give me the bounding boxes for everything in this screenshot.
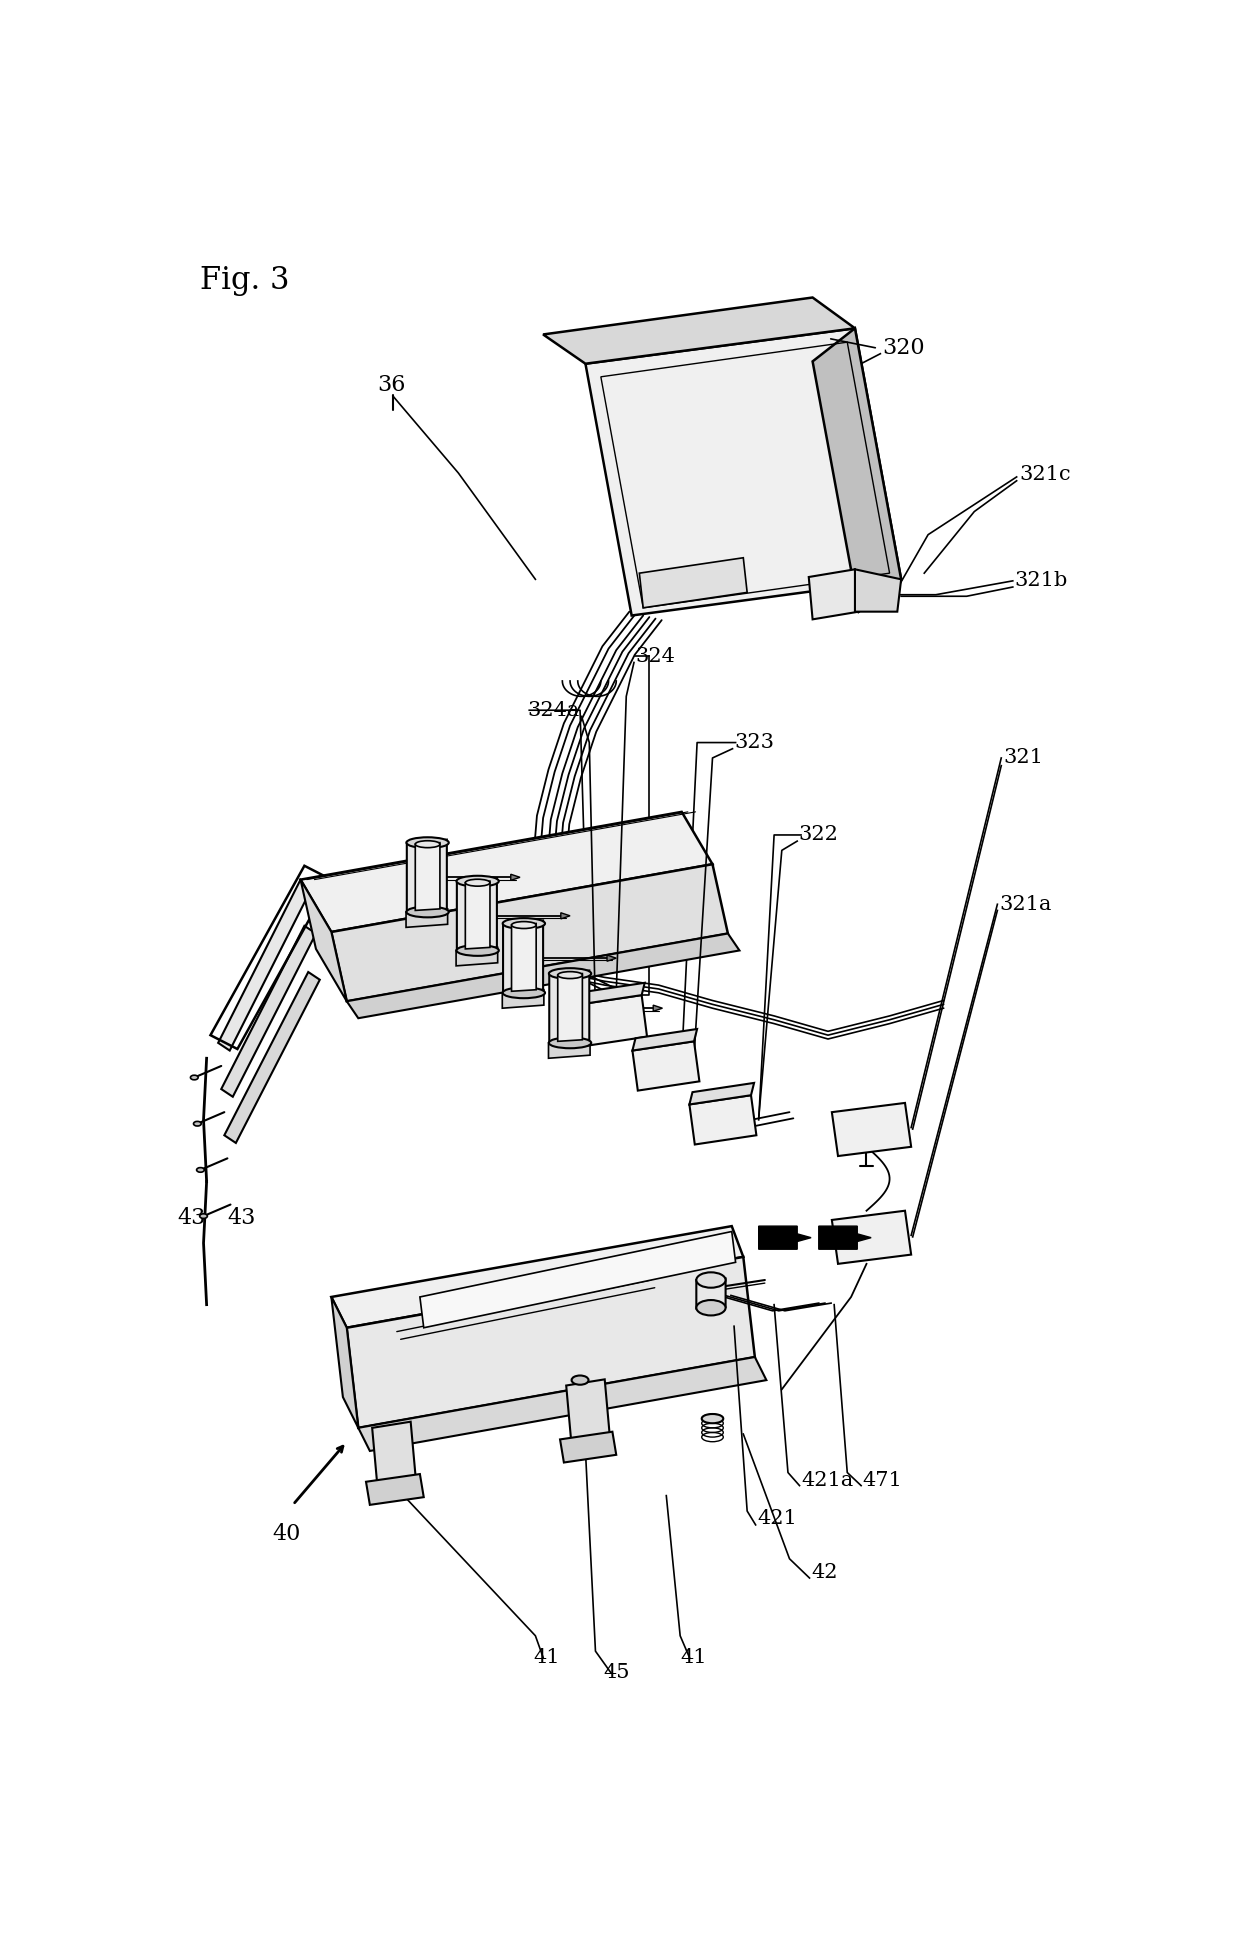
Text: 421a: 421a bbox=[801, 1471, 853, 1490]
Text: 324a: 324a bbox=[528, 701, 580, 721]
Text: 43: 43 bbox=[227, 1207, 255, 1230]
Polygon shape bbox=[689, 1096, 756, 1144]
Polygon shape bbox=[347, 1258, 755, 1428]
Polygon shape bbox=[358, 1357, 766, 1451]
Text: 471: 471 bbox=[863, 1471, 903, 1490]
Text: 41: 41 bbox=[681, 1648, 707, 1666]
Polygon shape bbox=[580, 996, 647, 1047]
Polygon shape bbox=[759, 1226, 811, 1250]
Polygon shape bbox=[549, 971, 589, 1043]
Text: 321c: 321c bbox=[1019, 465, 1070, 484]
Text: 321b: 321b bbox=[1014, 572, 1068, 590]
Polygon shape bbox=[632, 1041, 699, 1090]
Ellipse shape bbox=[697, 1271, 725, 1287]
Text: 324: 324 bbox=[635, 646, 676, 666]
Polygon shape bbox=[854, 570, 901, 611]
Ellipse shape bbox=[512, 922, 536, 928]
Polygon shape bbox=[407, 840, 446, 912]
Text: Fig. 3: Fig. 3 bbox=[201, 266, 290, 297]
Ellipse shape bbox=[502, 988, 546, 998]
Text: 320: 320 bbox=[882, 338, 925, 359]
Polygon shape bbox=[808, 570, 859, 619]
Polygon shape bbox=[818, 1226, 872, 1250]
Polygon shape bbox=[456, 879, 497, 951]
Text: 42: 42 bbox=[811, 1562, 837, 1582]
Polygon shape bbox=[347, 934, 739, 1018]
Ellipse shape bbox=[200, 1215, 207, 1219]
Ellipse shape bbox=[549, 1037, 591, 1049]
Polygon shape bbox=[580, 982, 645, 1004]
Text: 43: 43 bbox=[177, 1207, 206, 1230]
Polygon shape bbox=[502, 990, 544, 1008]
Ellipse shape bbox=[407, 906, 449, 918]
Polygon shape bbox=[812, 328, 901, 611]
Text: 40: 40 bbox=[272, 1523, 300, 1545]
Ellipse shape bbox=[572, 1375, 589, 1385]
Text: 45: 45 bbox=[603, 1664, 630, 1682]
Polygon shape bbox=[224, 973, 320, 1143]
Ellipse shape bbox=[502, 918, 546, 930]
Polygon shape bbox=[366, 1475, 424, 1506]
Polygon shape bbox=[585, 328, 901, 615]
Polygon shape bbox=[548, 1039, 590, 1059]
Text: 36: 36 bbox=[377, 373, 405, 396]
Ellipse shape bbox=[456, 875, 498, 887]
Polygon shape bbox=[331, 1226, 743, 1328]
Polygon shape bbox=[608, 955, 616, 961]
Ellipse shape bbox=[697, 1301, 725, 1316]
Polygon shape bbox=[832, 1211, 911, 1264]
Text: 41: 41 bbox=[534, 1648, 560, 1666]
Polygon shape bbox=[511, 875, 520, 881]
Polygon shape bbox=[640, 559, 748, 607]
Polygon shape bbox=[543, 297, 854, 363]
Polygon shape bbox=[218, 879, 312, 1051]
Polygon shape bbox=[456, 947, 497, 967]
Polygon shape bbox=[331, 1297, 358, 1428]
Ellipse shape bbox=[191, 1076, 198, 1080]
Polygon shape bbox=[560, 1432, 616, 1463]
Polygon shape bbox=[689, 1082, 754, 1105]
Ellipse shape bbox=[415, 840, 440, 848]
Polygon shape bbox=[415, 842, 440, 910]
Polygon shape bbox=[300, 812, 713, 932]
Ellipse shape bbox=[558, 973, 583, 978]
Polygon shape bbox=[567, 1379, 610, 1445]
Polygon shape bbox=[558, 973, 583, 1041]
Polygon shape bbox=[560, 912, 570, 920]
Polygon shape bbox=[372, 1422, 417, 1488]
Polygon shape bbox=[300, 879, 347, 1002]
Polygon shape bbox=[653, 1006, 662, 1012]
Text: 323: 323 bbox=[734, 732, 774, 752]
Polygon shape bbox=[512, 924, 536, 992]
Text: 321a: 321a bbox=[999, 894, 1052, 914]
Text: 322: 322 bbox=[799, 826, 838, 844]
Polygon shape bbox=[632, 1029, 697, 1051]
Ellipse shape bbox=[456, 945, 498, 955]
Ellipse shape bbox=[193, 1121, 201, 1127]
Ellipse shape bbox=[197, 1168, 205, 1172]
Polygon shape bbox=[503, 920, 543, 992]
Text: 421: 421 bbox=[758, 1510, 797, 1527]
Polygon shape bbox=[221, 926, 316, 1098]
Polygon shape bbox=[697, 1279, 725, 1309]
Ellipse shape bbox=[549, 969, 591, 978]
Polygon shape bbox=[832, 1103, 911, 1156]
Text: 321: 321 bbox=[1003, 748, 1044, 768]
Polygon shape bbox=[465, 881, 490, 949]
Ellipse shape bbox=[465, 879, 490, 887]
Polygon shape bbox=[405, 908, 448, 928]
Polygon shape bbox=[420, 1232, 735, 1328]
Polygon shape bbox=[331, 865, 728, 1002]
Ellipse shape bbox=[407, 838, 449, 848]
Ellipse shape bbox=[702, 1414, 723, 1424]
